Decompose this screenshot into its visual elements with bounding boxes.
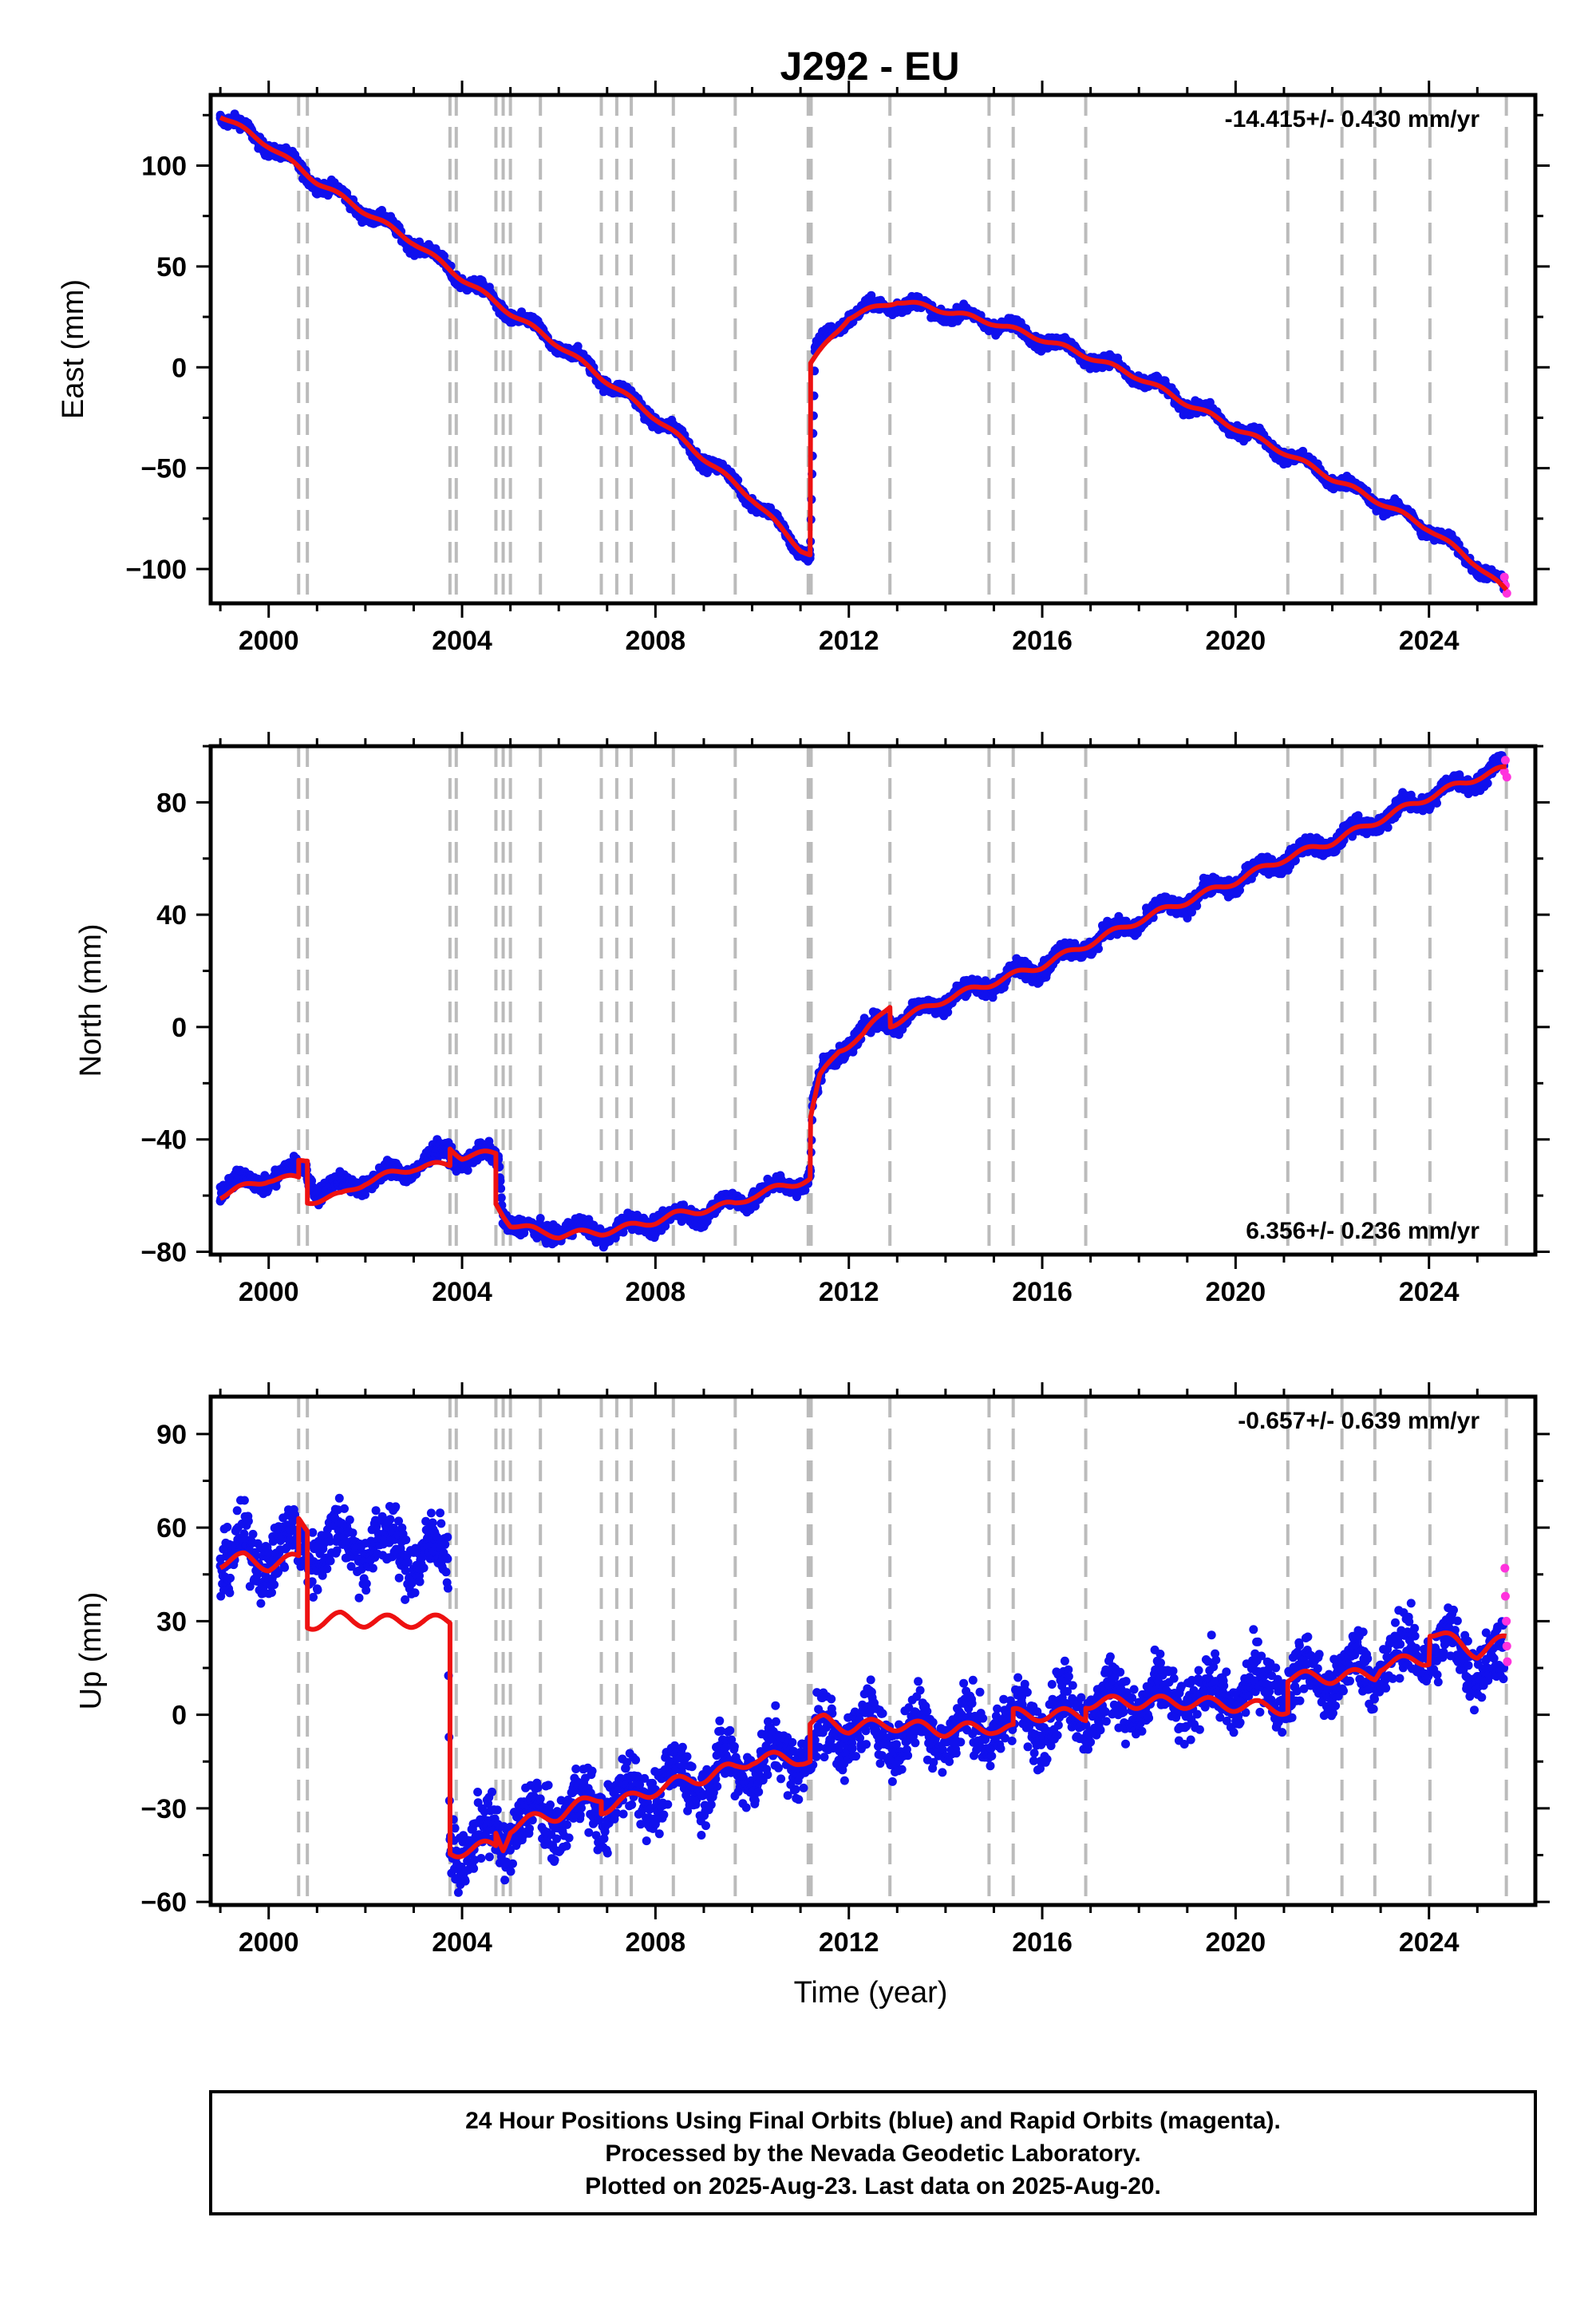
x-tick-label: 2012 (819, 626, 879, 656)
model-line (219, 115, 1508, 592)
x-tick-label: 2000 (239, 626, 299, 656)
x-axis: 2000 2004 2008 2012 2016 2020 2024 (219, 81, 1479, 656)
final-orbit-point (463, 1166, 472, 1175)
panels: 2000 2004 2008 2012 2016 2020 2024 −100 −50 0 50 10… (57, 81, 1550, 2010)
final-orbit-points (215, 109, 1509, 594)
data-north (215, 751, 1511, 1252)
data-east (215, 109, 1511, 598)
panel-frame (208, 93, 1538, 606)
event-lines (297, 746, 1508, 1255)
y-tick-label: −50 (140, 454, 187, 484)
y-axis-label: East (mm) (57, 279, 90, 419)
x-tick-label: 2024 (1399, 626, 1460, 656)
final-orbit-point (1192, 901, 1202, 911)
final-orbit-point (271, 1182, 281, 1191)
final-orbit-points (215, 751, 1509, 1252)
y-tick-label: 100 (141, 151, 187, 181)
event-lines (297, 95, 1508, 603)
panel-east: 2000 2004 2008 2012 2016 2020 2024 −100 −50 0 50 10… (57, 81, 1550, 656)
y-tick-label: −100 (125, 555, 187, 585)
final-orbit-point (1094, 944, 1103, 954)
final-orbit-point (496, 1193, 506, 1203)
x-tick-label: 2020 (1206, 626, 1266, 656)
figure-title: J292 - EU (780, 44, 959, 89)
final-orbit-point (535, 1214, 545, 1223)
y-tick-label: 50 (156, 252, 187, 283)
rapid-orbit-point (1499, 572, 1509, 582)
y-tick-label: 0 (172, 353, 187, 383)
velocity-label: -14.415+/- 0.430 mm/yr (1225, 106, 1480, 132)
x-tick-label: 2004 (432, 626, 492, 656)
x-tick-label: 2008 (626, 626, 686, 656)
x-tick-label: 2016 (1012, 626, 1073, 656)
y-axis: −100 −50 0 50 100 (125, 113, 1550, 585)
panel-north: 2000 2004 2008 2012 2016 2020 2024−80−4004080N… (74, 732, 1550, 1307)
